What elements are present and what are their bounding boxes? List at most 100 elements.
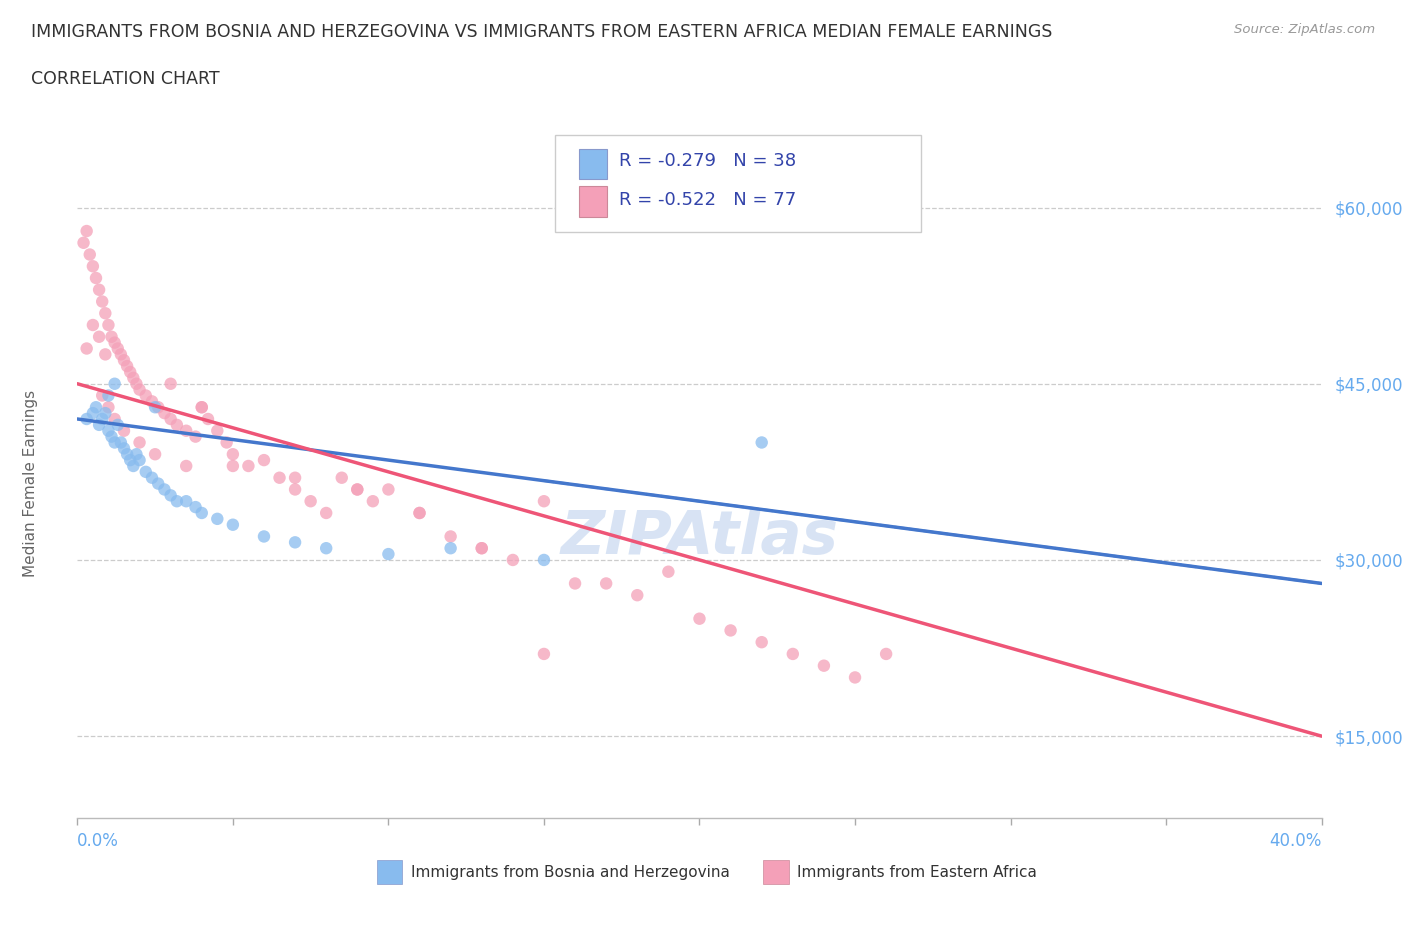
Point	[502, 552, 524, 567]
Point	[207, 512, 229, 526]
Text: Source: ZipAtlas.com: Source: ZipAtlas.com	[1234, 23, 1375, 36]
Point	[299, 494, 322, 509]
Point	[79, 247, 101, 262]
Point	[315, 540, 337, 555]
Point	[100, 329, 122, 344]
Point	[143, 400, 166, 415]
Point	[91, 412, 114, 427]
Point	[720, 623, 742, 638]
Point	[533, 552, 555, 567]
Text: R = -0.279   N = 38: R = -0.279 N = 38	[619, 152, 796, 170]
Text: CORRELATION CHART: CORRELATION CHART	[31, 70, 219, 87]
Text: R = -0.522   N = 77: R = -0.522 N = 77	[619, 191, 796, 209]
Point	[94, 347, 117, 362]
Point	[148, 400, 170, 415]
Point	[689, 611, 711, 626]
Point	[122, 458, 145, 473]
Point	[125, 446, 148, 461]
Point	[104, 412, 127, 427]
Point	[141, 394, 163, 409]
Point	[97, 400, 120, 415]
Point	[284, 482, 307, 497]
Point	[97, 423, 120, 438]
Point	[128, 453, 150, 468]
Point	[91, 388, 114, 403]
Point	[87, 418, 110, 432]
Point	[533, 494, 555, 509]
Point	[377, 547, 399, 562]
Point	[471, 540, 494, 555]
Point	[238, 458, 260, 473]
Point	[128, 382, 150, 397]
Point	[751, 435, 773, 450]
Point	[72, 235, 94, 250]
Text: IMMIGRANTS FROM BOSNIA AND HERZEGOVINA VS IMMIGRANTS FROM EASTERN AFRICA MEDIAN : IMMIGRANTS FROM BOSNIA AND HERZEGOVINA V…	[31, 23, 1052, 41]
Point	[207, 423, 229, 438]
Point	[143, 446, 166, 461]
Text: 40.0%: 40.0%	[1270, 832, 1322, 850]
Point	[97, 388, 120, 403]
Point	[215, 435, 238, 450]
Text: ZIPAtlas: ZIPAtlas	[561, 508, 838, 566]
Point	[330, 471, 353, 485]
Point	[782, 646, 804, 661]
Point	[174, 423, 197, 438]
Point	[315, 506, 337, 521]
Point	[76, 223, 98, 238]
Point	[76, 341, 98, 356]
Point	[110, 435, 132, 450]
Point	[87, 283, 110, 298]
Point	[122, 370, 145, 385]
Point	[875, 646, 897, 661]
Point	[115, 446, 138, 461]
Point	[408, 506, 430, 521]
Point	[191, 400, 214, 415]
Point	[82, 259, 104, 273]
Point	[82, 317, 104, 332]
Point	[844, 670, 866, 684]
Point	[94, 405, 117, 420]
Point	[87, 329, 110, 344]
Point	[269, 471, 291, 485]
Point	[253, 453, 276, 468]
Point	[104, 377, 127, 392]
Point	[377, 482, 399, 497]
Point	[112, 441, 135, 456]
Point	[135, 464, 157, 479]
Text: Median Female Earnings: Median Female Earnings	[22, 390, 38, 578]
Point	[751, 635, 773, 650]
Text: Immigrants from Bosnia and Herzegovina: Immigrants from Bosnia and Herzegovina	[411, 865, 730, 880]
Point	[471, 540, 494, 555]
Point	[813, 658, 835, 673]
Point	[191, 506, 214, 521]
Point	[141, 471, 163, 485]
Point	[564, 576, 586, 591]
Point	[84, 271, 107, 286]
Point	[253, 529, 276, 544]
Point	[153, 405, 176, 420]
Point	[107, 341, 129, 356]
Point	[107, 418, 129, 432]
Point	[82, 405, 104, 420]
Point	[361, 494, 384, 509]
Point	[595, 576, 617, 591]
Point	[222, 446, 245, 461]
Point	[284, 535, 307, 550]
Point	[166, 418, 188, 432]
Point	[148, 476, 170, 491]
Point	[533, 646, 555, 661]
Point	[159, 488, 181, 503]
Point	[174, 458, 197, 473]
Point	[112, 352, 135, 367]
Point	[197, 412, 219, 427]
Point	[657, 565, 679, 579]
Point	[104, 435, 127, 450]
Point	[104, 335, 127, 350]
Point	[120, 453, 142, 468]
Point	[184, 429, 207, 444]
Point	[191, 400, 214, 415]
Point	[346, 482, 368, 497]
Text: Immigrants from Eastern Africa: Immigrants from Eastern Africa	[797, 865, 1038, 880]
Point	[626, 588, 648, 603]
Point	[222, 458, 245, 473]
